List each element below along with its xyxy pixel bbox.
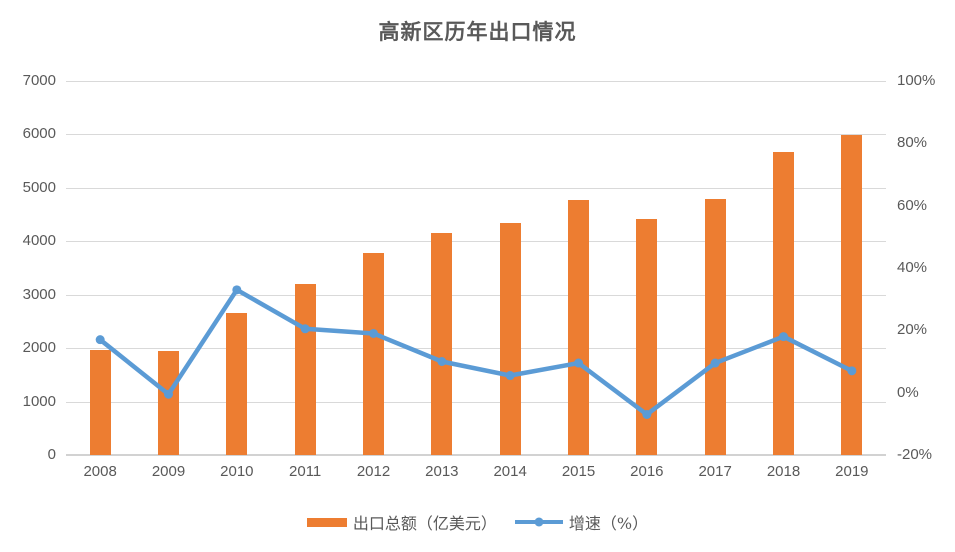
left-axis-tick-label: 6000	[22, 125, 56, 143]
x-axis-tick-label: 2012	[356, 463, 391, 480]
x-axis-tick-label: 2013	[425, 463, 459, 480]
gridline	[66, 81, 886, 82]
legend-line-swatch-icon	[514, 517, 563, 527]
left-axis-tick-label: 4000	[22, 232, 56, 250]
legend: 出口总额（亿美元） 增速（%）	[0, 509, 955, 535]
bar-2014	[499, 222, 521, 455]
x-axis-tick-label: 2009	[151, 463, 186, 480]
right-axis-tick-label: -20%	[897, 446, 933, 463]
gridline	[66, 241, 886, 243]
right-axis-tick-label: 40%	[897, 259, 928, 276]
bar-2017	[704, 198, 726, 455]
x-axis-tick-label: 2018	[766, 463, 801, 480]
bar-2009	[158, 350, 179, 455]
line-marker-2018	[779, 332, 788, 342]
bar-2013	[431, 233, 453, 455]
left-axis-tick-label: 0	[47, 446, 56, 463]
line-marker-2012	[369, 328, 378, 338]
line-marker-2008	[95, 335, 105, 345]
legend-bar-label: 出口总额（亿美元）	[352, 514, 497, 533]
chart-title: 高新区历年出口情况	[378, 19, 577, 44]
x-axis-tick-label: 2011	[289, 463, 322, 480]
x-axis-tick-label: 2010	[220, 463, 254, 480]
x-axis-line	[66, 454, 886, 456]
right-axis-tick-label: 0%	[897, 383, 919, 401]
line-marker-2017	[710, 358, 720, 368]
left-axis-tick-label: 1000	[22, 392, 56, 410]
x-axis-tick-label: 2016	[630, 463, 664, 480]
gridline	[66, 134, 886, 136]
legend-bar-swatch-icon	[306, 517, 347, 527]
line-marker-2019	[847, 366, 857, 376]
x-axis-tick-label: 2017	[698, 463, 732, 480]
gridline	[66, 294, 886, 296]
line-marker-2011	[300, 324, 310, 334]
gridline	[66, 401, 886, 403]
right-axis-tick-label: 20%	[897, 321, 928, 339]
line-marker-2010	[232, 285, 242, 295]
left-axis-tick-label: 2000	[22, 339, 56, 357]
x-axis-tick-label: 2014	[493, 463, 527, 480]
left-axis-tick-label: 7000	[22, 72, 56, 89]
growth-line-chart	[95, 285, 857, 419]
gridline	[66, 187, 886, 189]
line-marker-2016	[642, 409, 652, 419]
growth-line	[97, 287, 855, 417]
gridline	[66, 348, 886, 350]
line-marker-2009	[164, 389, 173, 399]
bar-2018	[773, 152, 794, 455]
bar-2010	[226, 313, 248, 455]
bar-2019	[841, 134, 863, 455]
bar-2016	[636, 218, 658, 455]
right-axis-tick-label: 100%	[897, 72, 936, 89]
bar-2012	[363, 252, 384, 455]
x-axis-tick-label: 2015	[561, 463, 596, 480]
legend-line-label: 增速（%）	[568, 514, 649, 533]
bar-2015	[568, 200, 589, 455]
line-marker-2015	[574, 358, 583, 368]
right-axis-tick-label: 80%	[897, 134, 928, 152]
line-marker-2013	[437, 357, 447, 366]
x-axis-tick-label: 2008	[83, 463, 117, 480]
x-axis-tick-label: 2019	[835, 463, 869, 480]
legend-line-marker-icon	[534, 517, 544, 527]
left-axis-tick-label: 3000	[22, 285, 56, 303]
left-axis-tick-label: 5000	[22, 178, 56, 196]
bar-2008	[89, 349, 111, 455]
right-axis-tick-label: 60%	[897, 196, 928, 214]
line-marker-2014	[505, 371, 515, 381]
